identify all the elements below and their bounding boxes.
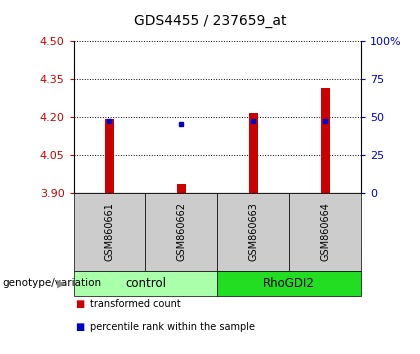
Text: ■: ■: [76, 322, 85, 332]
Text: GSM860661: GSM860661: [105, 202, 115, 261]
Bar: [105, 119, 114, 193]
Bar: [74, 193, 145, 271]
Bar: [321, 88, 330, 193]
Bar: [74, 271, 218, 296]
Bar: [218, 193, 289, 271]
Text: control: control: [125, 277, 166, 290]
Bar: [218, 271, 361, 296]
Text: transformed count: transformed count: [90, 299, 181, 309]
Text: RhoGDI2: RhoGDI2: [263, 277, 315, 290]
Text: GDS4455 / 237659_at: GDS4455 / 237659_at: [134, 14, 286, 28]
Text: GSM860662: GSM860662: [176, 202, 186, 261]
Bar: [289, 193, 361, 271]
Bar: [177, 184, 186, 193]
Text: ■: ■: [76, 299, 85, 309]
Bar: [145, 193, 218, 271]
Text: percentile rank within the sample: percentile rank within the sample: [90, 322, 255, 332]
Text: ▶: ▶: [57, 278, 65, 288]
Text: GSM860663: GSM860663: [248, 202, 258, 261]
Bar: [249, 113, 257, 193]
Text: genotype/variation: genotype/variation: [2, 278, 101, 288]
Text: GSM860664: GSM860664: [320, 202, 330, 261]
